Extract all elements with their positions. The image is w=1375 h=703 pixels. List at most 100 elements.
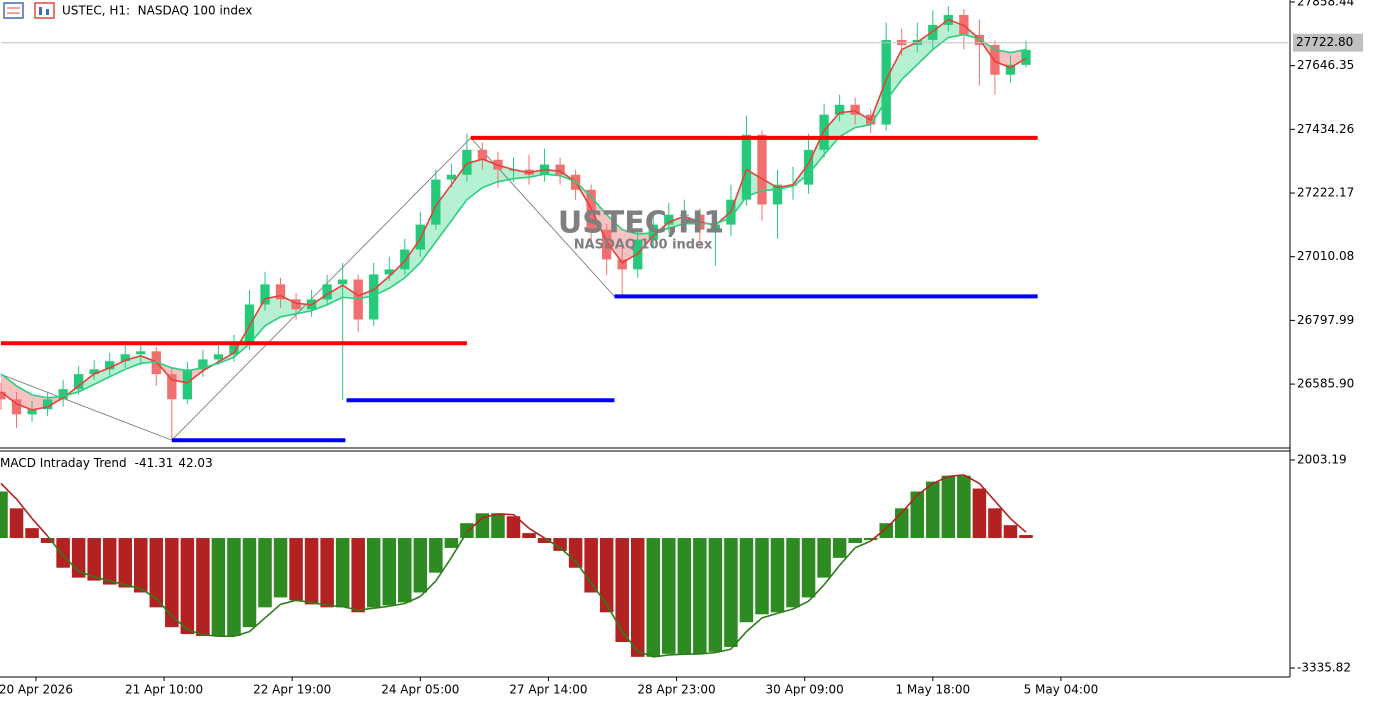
- signal-line: [792, 600, 809, 610]
- signal-line: [482, 513, 499, 519]
- macd-bar: [180, 538, 195, 635]
- candle-body: [881, 39, 891, 125]
- y-tick-label: 27646.35: [1297, 58, 1354, 72]
- signal-line: [745, 617, 763, 633]
- signal-line: [512, 514, 530, 529]
- y-tick-label: 27222.17: [1297, 186, 1354, 200]
- signal-line: [435, 557, 453, 582]
- header-icons: [3, 2, 55, 19]
- x-tick-label: 5 May 04:00: [1024, 683, 1099, 697]
- x-tick-label: 30 Apr 09:00: [766, 683, 844, 697]
- macd-bar: [755, 538, 769, 615]
- macd-bar: [646, 538, 661, 657]
- candle-body: [260, 284, 270, 305]
- y-tick-label: 26797.99: [1297, 313, 1354, 327]
- candle-body: [136, 351, 146, 355]
- signal-line: [653, 654, 669, 658]
- slow-ma: [0, 33, 1027, 399]
- candle-body: [213, 354, 224, 360]
- x-tick-label: 20 Apr 2026: [0, 683, 73, 697]
- ma-ribbon: [668, 216, 685, 229]
- candle-body: [291, 299, 301, 310]
- signal-line: [544, 537, 561, 549]
- signal-line: [497, 513, 514, 516]
- macd-bar: [227, 538, 241, 637]
- macd-bar: [677, 538, 692, 654]
- ma-ribbon: [839, 111, 856, 137]
- macd-bar: [118, 538, 133, 588]
- ma-ribbon: [109, 360, 126, 377]
- candle-body: [322, 284, 332, 300]
- macd-bar: [320, 538, 334, 608]
- signal-line: [450, 531, 468, 558]
- macd-bar: [273, 538, 288, 598]
- macd-bar: [537, 538, 552, 543]
- x-tick-label: 21 Apr 10:00: [125, 683, 203, 697]
- candle-body: [384, 269, 394, 275]
- macd-bar: [506, 516, 521, 539]
- macd-bar: [786, 538, 800, 608]
- icon-list: [3, 2, 24, 19]
- ma-ribbon: [513, 169, 530, 179]
- macd-bar: [460, 523, 474, 539]
- macd-bar: [708, 538, 723, 652]
- signal-line: [978, 482, 996, 502]
- signal-line: [715, 648, 732, 654]
- signal-line: [93, 576, 110, 582]
- signal-line: [761, 612, 778, 619]
- macd-bar: [335, 538, 350, 608]
- icon-chart: [34, 2, 55, 19]
- signal-line: [466, 517, 483, 533]
- candle-body: [990, 45, 1000, 75]
- signal-line: [404, 595, 421, 605]
- zigzag: [0, 137, 615, 441]
- candle-body: [42, 399, 53, 410]
- signal-line: [342, 605, 359, 611]
- signal-line: [248, 617, 266, 633]
- candle-body: [89, 369, 99, 375]
- macd-bar: [475, 513, 490, 539]
- ma-ribbon: [435, 184, 452, 242]
- macd-bar: [801, 538, 816, 598]
- candle-body: [679, 214, 689, 216]
- y-tick-label: 27010.08: [1297, 249, 1354, 263]
- signal-line: [15, 498, 33, 520]
- x-tick-label: 22 Apr 19:00: [253, 683, 331, 697]
- macd-bar: [289, 538, 303, 601]
- macd-bar: [599, 538, 614, 613]
- x-tick-label: 27 Apr 14:00: [509, 683, 587, 697]
- macd-bar: [1003, 525, 1018, 539]
- price-panel: [0, 6, 1038, 443]
- candle-body: [229, 344, 239, 355]
- macd-bar: [693, 538, 707, 654]
- candle-body: [338, 279, 348, 285]
- macd-bar: [134, 538, 148, 593]
- candle-body: [198, 359, 208, 370]
- candle-body: [27, 409, 37, 415]
- candle-body: [369, 274, 379, 320]
- signal-line: [528, 527, 545, 539]
- candle-body: [58, 389, 68, 400]
- signal-line: [777, 608, 794, 615]
- macd-bar: [832, 538, 847, 558]
- candle-body: [710, 224, 721, 230]
- candle-body: [772, 184, 783, 205]
- macd-bar: [382, 538, 397, 606]
- macd-bar: [615, 538, 629, 642]
- macd-bar: [739, 538, 754, 623]
- candle-body: [431, 179, 441, 225]
- macd-bar: [40, 538, 55, 543]
- macd-bar: [413, 538, 428, 593]
- candle-body: [167, 374, 177, 400]
- signal-line: [327, 604, 343, 608]
- last-price-label: 27722.80: [1296, 35, 1353, 49]
- signal-line: [311, 601, 328, 607]
- signal-line: [109, 580, 126, 586]
- y-tick-label: 2003.19: [1297, 452, 1347, 466]
- macd-bar: [398, 538, 412, 603]
- signal-line: [171, 615, 188, 631]
- candle-body: [182, 369, 193, 400]
- signal-line: [668, 653, 685, 656]
- macd-bar: [941, 475, 956, 539]
